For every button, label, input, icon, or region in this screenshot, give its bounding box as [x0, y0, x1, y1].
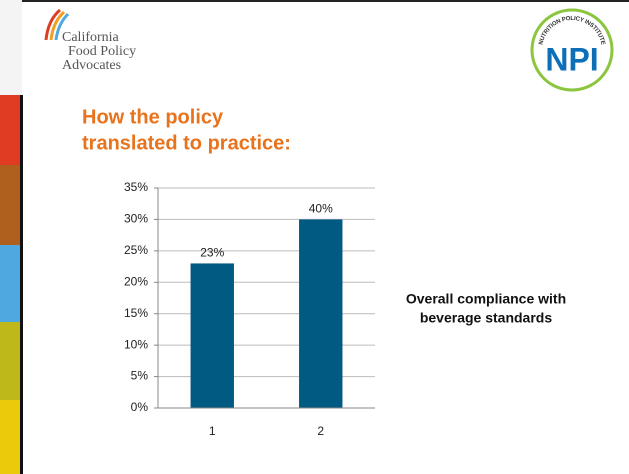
x-tick-label: 2 — [317, 424, 324, 438]
side-text: beverage standards — [420, 310, 552, 326]
y-tick-label: 25% — [124, 243, 148, 257]
x-tick-label: 1 — [209, 424, 216, 438]
logo-text: Food Policy — [68, 44, 136, 59]
logo-text: Advocates — [62, 58, 121, 73]
logo-arc — [54, 12, 70, 41]
annotation: 23% — [200, 246, 224, 260]
y-tick-label: 10% — [124, 337, 148, 351]
y-tick-label: 15% — [124, 306, 148, 320]
strip-yellow — [0, 400, 22, 474]
strip-red — [0, 95, 22, 165]
y-tick-label: 30% — [124, 212, 148, 226]
strip-blue — [0, 245, 22, 322]
heading: How the policy — [82, 106, 224, 128]
logo-arc — [49, 10, 66, 41]
strip-brown — [0, 165, 22, 245]
strip-line — [20, 95, 23, 474]
npi-text: NPI — [545, 41, 598, 77]
y-tick-label: 5% — [131, 369, 149, 383]
annotation: 40% — [309, 202, 333, 216]
bar — [190, 263, 234, 408]
bar — [299, 219, 343, 408]
y-tick-label: 0% — [131, 400, 149, 414]
y-tick-label: 35% — [124, 180, 148, 194]
y-tick-label: 20% — [124, 274, 148, 288]
side-text: Overall compliance with — [406, 291, 566, 307]
logo-text: California — [62, 30, 120, 45]
strip-top — [0, 0, 22, 95]
heading: translated to practice: — [82, 132, 291, 154]
logo-arc — [44, 8, 62, 41]
top-border — [0, 0, 629, 2]
strip-olive — [0, 322, 22, 400]
npi-ring — [530, 8, 614, 92]
